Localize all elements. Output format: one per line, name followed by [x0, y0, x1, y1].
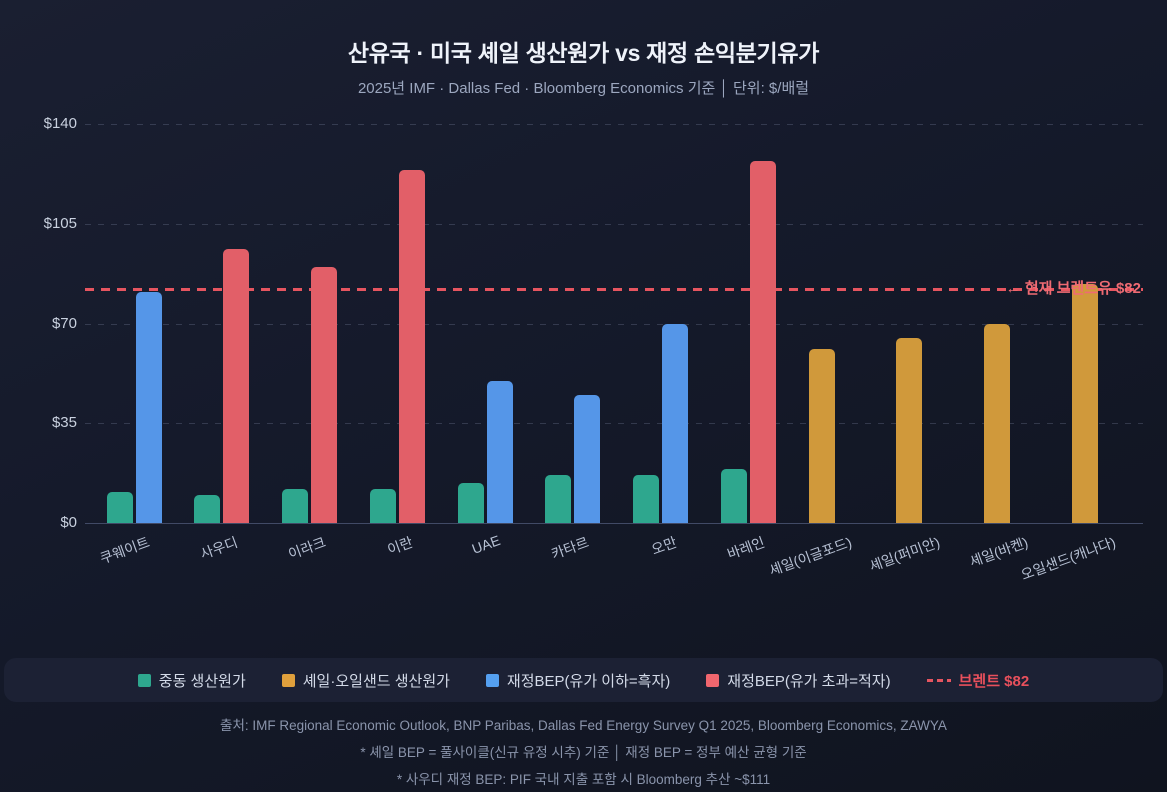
x-label-사우디: 사우디: [198, 533, 240, 563]
legend-color-swatch: [137, 673, 151, 687]
bar-카타르-fiscal-bep: [574, 394, 601, 523]
legend-color-swatch: [281, 673, 295, 687]
legend-color-swatch: [706, 673, 720, 687]
y-tick-70: $70: [51, 314, 77, 332]
x-label-오만: 오만: [648, 533, 679, 558]
x-label-바레인: 바레인: [724, 533, 767, 563]
y-tick-140: $140: [43, 115, 77, 132]
page-subtitle: 2025년 IMF · Dallas Fed · Bloomberg Econo…: [357, 80, 810, 97]
bar-쿠웨이트-fiscal-bep: [135, 292, 162, 523]
bar-이라크-fiscal-bep: [311, 266, 337, 523]
bar-쿠웨이트-production-cost: [106, 491, 133, 523]
y-tick-105: $105: [43, 214, 77, 232]
plot-area: ← 현재 브렌트유 $82 $140 $105 $70 $35 $0 쿠웨이트 사우디 이라크…: [44, 115, 1143, 583]
legend-item: 재정BEP(유가 이하=흑자): [485, 670, 671, 691]
legend-color-swatch: [485, 673, 499, 687]
legend: 중동 생산원가 셰일·오일샌드 생산원가 재정BEP(유가 이하=흑자) 재정BEP(…: [4, 658, 1163, 702]
legend-label: 브렌트 $82: [958, 672, 1030, 690]
legend-label: 셰일·오일샌드 생산원가: [302, 672, 450, 690]
gridline-35: [85, 423, 1143, 425]
legend-label: 재정BEP(유가 초과=적자): [727, 672, 891, 690]
gridline-105: [85, 223, 1143, 225]
bep-definition-note: * 셰일 BEP = 풀사이클(신규 유정 시추) 기준 │ 재정 BEP = …: [360, 745, 807, 760]
legend-dash-swatch: [926, 678, 951, 682]
x-axis-line: [85, 523, 1143, 524]
bar-셰일(이글포드)-shale-cost: [808, 349, 835, 523]
y-tick-35: $35: [51, 414, 77, 432]
legend-item: 재정BEP(유가 초과=적자): [706, 670, 891, 691]
bar-바레인-production-cost: [720, 468, 747, 523]
bar-오만-fiscal-bep: [662, 323, 688, 523]
gridline-140: [85, 124, 1143, 125]
bar-이라크-production-cost: [282, 488, 308, 523]
footer-notes: 출처: IMF Regional Economic Outlook, BNP P…: [0, 712, 1167, 792]
bar-오만-production-cost: [633, 474, 659, 523]
x-label-오일샌드(캐나다): 오일샌드(캐나다): [1018, 533, 1118, 583]
legend-item: 셰일·오일샌드 생산원가: [281, 670, 450, 691]
brent-annotation: ← 현재 브렌트유 $82: [1005, 280, 1141, 298]
saudi-bep-note: * 사우디 재정 BEP: PIF 국내 지출 포함 시 Bloomberg 추…: [396, 772, 771, 787]
x-label-셰일(퍼미안): 셰일(퍼미안): [867, 533, 942, 575]
legend-label: 재정BEP(유가 이하=흑자): [506, 672, 671, 690]
bar-오일샌드(캐나다)-shale-cost: [1071, 283, 1098, 523]
x-label-셰일(이글포드): 셰일(이글포드): [767, 533, 855, 579]
source-note: 출처: IMF Regional Economic Outlook, BNP P…: [220, 718, 947, 733]
legend-item: 중동 생산원가: [137, 670, 246, 691]
legend-item: 브렌트 $82: [926, 670, 1030, 691]
bar-사우디-production-cost: [194, 494, 221, 523]
bar-사우디-fiscal-bep: [223, 249, 250, 523]
legend-label: 중동 생산원가: [158, 672, 246, 690]
bar-UAE-fiscal-bep: [486, 380, 513, 523]
gridline-70: [85, 323, 1143, 325]
x-label-카타르: 카타르: [549, 533, 591, 563]
bar-셰일(퍼미안)-shale-cost: [896, 337, 923, 523]
bar-카타르-production-cost: [545, 474, 572, 523]
bar-이란-fiscal-bep: [398, 169, 425, 523]
x-label-이라크: 이라크: [285, 533, 328, 563]
bar-UAE-production-cost: [457, 483, 484, 523]
x-label-UAE: UAE: [469, 532, 503, 557]
brent-reference-line: [85, 287, 1143, 291]
bar-셰일(바켄)-shale-cost: [984, 323, 1010, 523]
x-label-이란: 이란: [385, 533, 416, 558]
x-label-쿠웨이트: 쿠웨이트: [98, 533, 153, 567]
y-tick-0: $0: [60, 514, 77, 531]
page-title: 산유국 · 미국 셰일 생산원가 vs 재정 손익분기유가: [347, 40, 820, 66]
bar-바레인-fiscal-bep: [749, 161, 776, 523]
bar-이란-production-cost: [369, 488, 396, 523]
